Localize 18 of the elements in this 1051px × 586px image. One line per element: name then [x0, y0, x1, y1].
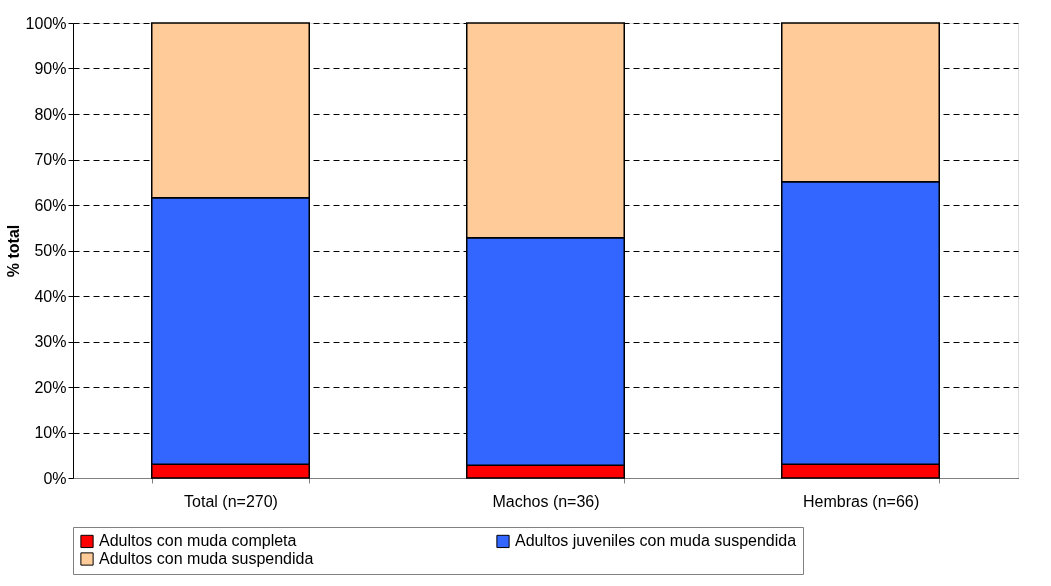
y-axis-title: % total	[4, 224, 22, 278]
y-tick-label: 60%	[34, 196, 67, 214]
y-tick-label: 10%	[34, 424, 67, 441]
legend-label: Adultos con muda suspendida	[99, 550, 314, 567]
y-tick-label: 50%	[34, 242, 67, 259]
x-tick-label: Total (n=270)	[184, 492, 278, 510]
y-tick-label: 40%	[34, 287, 67, 305]
y-tick-label: 30%	[34, 333, 67, 350]
y-tick-label: 90%	[34, 60, 67, 77]
x-tick-label: Hembras (n=66)	[802, 492, 920, 510]
legend-label: Adultos con muda completa	[99, 532, 297, 550]
y-tick-label: 70%	[34, 151, 67, 168]
y-tick-label: 20%	[34, 378, 67, 396]
x-tick-label: Machos (n=36)	[492, 492, 600, 510]
legend-label: Adultos juveniles con muda suspendida	[515, 532, 797, 550]
y-tick-label: 100%	[25, 14, 67, 32]
y-tick-label: 0%	[43, 469, 67, 487]
y-tick-label: 80%	[34, 105, 67, 123]
